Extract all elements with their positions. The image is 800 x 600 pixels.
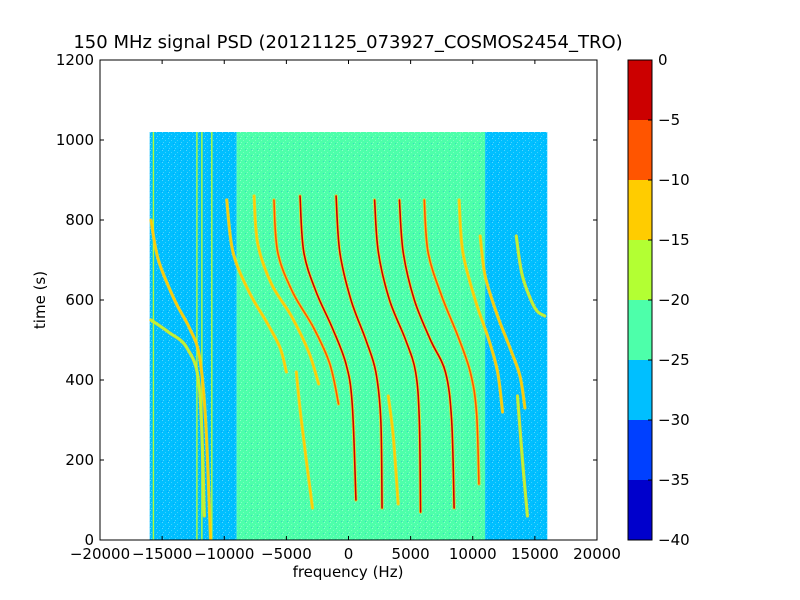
doppler-trace [458,199,504,413]
x-tick-label: 15000 [511,545,559,563]
colorbar-segment [628,480,652,540]
colorbar [628,60,652,540]
y-axis-label: time (s) [31,271,49,329]
noise-texture [149,132,548,540]
colorbar-ticks: −40 −35 −30 −25 −20 −15 −10 −5 0 [648,51,690,549]
doppler-trace [515,235,546,317]
y-tick-label: 1000 [56,131,94,149]
doppler-traces [149,194,547,540]
colorbar-segment [628,180,652,240]
y-tick-label: 800 [65,211,94,229]
y-axis-ticks: 0 200 400 600 800 1000 1200 [56,51,597,549]
y-tick-label: 1200 [56,51,94,69]
y-tick-label: 200 [65,451,94,469]
colorbar-tick-label: −35 [658,471,690,489]
doppler-trace [150,219,212,540]
colorbar-segment [628,60,652,120]
colorbar-tick-label: −25 [658,351,690,369]
colorbar-tick-label: −40 [658,531,690,549]
y-tick-label: 600 [65,291,94,309]
colorbar-segment [628,300,652,360]
colorbar-tick-label: −15 [658,231,690,249]
colorbar-tick-label: 0 [658,51,668,69]
colorbar-segment [628,120,652,180]
colorbar-tick-label: −30 [658,411,690,429]
y-tick-label: 400 [65,371,94,389]
x-tick-label: 10000 [449,545,497,563]
x-tick-label: 0 [344,545,354,563]
x-tick-label: −5000 [261,545,312,563]
chart-title: 150 MHz signal PSD (20121125_073927_COSM… [73,32,622,53]
colorbar-segment [628,240,652,300]
x-tick-label: 5000 [392,545,430,563]
colorbar-segment [628,360,652,420]
doppler-trace [398,199,455,509]
x-tick-label: 20000 [573,545,621,563]
doppler-trace [150,319,206,517]
x-axis-label: frequency (Hz) [293,563,404,581]
doppler-trace [225,199,288,373]
doppler-trace [253,195,320,385]
doppler-trace [387,395,399,505]
colorbar-segment [628,420,652,480]
doppler-trace [273,199,340,405]
x-tick-label: −20000 [70,545,130,563]
x-axis-ticks: −20000 −15000 −10000 −5000 0 5000 10000 15000 20… [70,60,621,563]
colorbar-tick-label: −5 [658,111,680,129]
plot-area [149,132,548,540]
doppler-trace [373,199,422,513]
x-tick-label: −10000 [194,545,254,563]
doppler-trace [423,199,480,485]
doppler-trace [295,371,314,509]
doppler-trace [516,395,529,517]
colorbar-tick-label: −10 [658,171,690,189]
doppler-trace [335,195,383,509]
doppler-trace [479,235,526,409]
x-tick-label: −15000 [132,545,192,563]
y-tick-label: 0 [84,531,94,549]
doppler-trace [299,195,357,501]
colorbar-tick-label: −20 [658,291,690,309]
